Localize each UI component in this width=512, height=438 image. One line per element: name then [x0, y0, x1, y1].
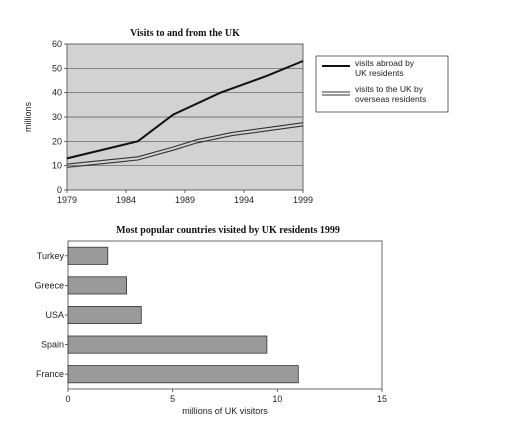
bar-turkey [67, 246, 109, 265]
y-tick-label: 20 [52, 136, 62, 146]
legend-label-visits-abroad-line2: UK residents [355, 68, 404, 78]
x-tick-label: 10 [272, 394, 282, 404]
line-chart-title: Visits to and from the UK [130, 28, 240, 39]
line-chart-y-tick-labels: 0 10 20 30 40 50 60 [52, 39, 62, 195]
x-tick-label: 1989 [175, 195, 195, 205]
line-chart-legend: visits abroad by UK residents visits to … [315, 55, 449, 113]
x-tick-label: 1994 [234, 195, 254, 205]
category-label-usa: USA [45, 310, 64, 320]
x-tick-label: 0 [65, 394, 70, 404]
bar-usa [67, 305, 142, 324]
series-line-overseas-2 [66, 125, 304, 168]
bar-spain [67, 335, 268, 354]
category-label-turkey: Turkey [37, 251, 65, 261]
category-label-france: France [36, 369, 64, 379]
x-tick-label: 15 [377, 394, 387, 404]
x-tick-label: 1999 [293, 195, 313, 205]
y-tick-label: 60 [52, 39, 62, 49]
y-tick-label: 40 [52, 88, 62, 98]
y-tick-label: 50 [52, 63, 62, 73]
category-label-greece: Greece [34, 280, 64, 290]
legend-label-visits-abroad-line1: visits abroad by [355, 58, 415, 68]
bar-chart-x-tick-labels: 0 5 10 15 [65, 389, 387, 404]
y-tick-label: 0 [57, 185, 62, 195]
bar-chart-x-axis-label: millions of UK visitors [182, 406, 268, 416]
bar-chart: Most popular countries visited by UK res… [34, 225, 387, 416]
x-tick-label: 1979 [57, 195, 77, 205]
legend-label-overseas-line2: overseas residents [355, 94, 426, 104]
line-chart-x-tick-labels: 1979 1984 1989 1994 1999 [57, 190, 313, 205]
bar-chart-category-labels: Turkey Greece USA Spain France [34, 251, 68, 379]
legend-label-overseas-line1: visits to the UK by [355, 84, 424, 94]
bar-chart-title: Most popular countries visited by UK res… [116, 225, 340, 236]
x-tick-label: 5 [170, 394, 175, 404]
y-tick-label: 30 [52, 112, 62, 122]
x-tick-label: 1984 [116, 195, 136, 205]
series-line-overseas-1 [66, 122, 304, 165]
bar-france [67, 365, 299, 384]
bar-greece [67, 276, 127, 295]
line-chart-y-axis-label: millions [23, 102, 33, 133]
category-label-spain: Spain [41, 340, 64, 350]
line-chart-series [66, 60, 304, 168]
series-line-visits-abroad [66, 60, 304, 160]
line-chart-gridlines [64, 43, 303, 191]
y-tick-label: 10 [52, 161, 62, 171]
line-chart: Visits to and from the UK 0102030405060 … [23, 28, 449, 205]
